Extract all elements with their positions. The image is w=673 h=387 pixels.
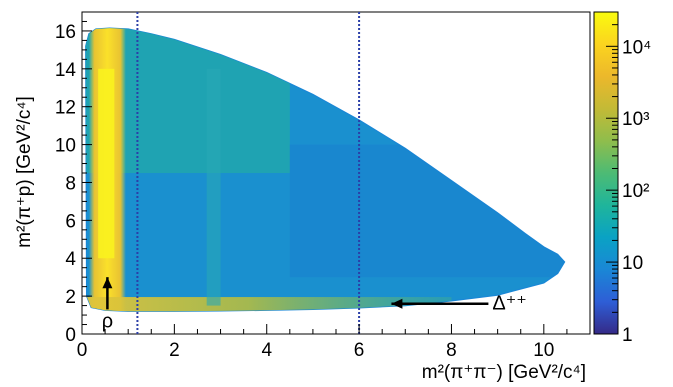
color-bar-tick-label: 10 <box>622 253 643 274</box>
y-tick-label: 6 <box>65 211 76 232</box>
y-tick-label: 10 <box>55 136 76 157</box>
x-tick-label: 8 <box>446 340 457 361</box>
y-axis: 0 2 4 6 8 10 12 14 16 <box>55 11 92 346</box>
annotation-label: Δ⁺⁺ <box>492 293 526 315</box>
annotation-arrowhead <box>102 277 113 289</box>
annotation-label: ρ <box>102 310 113 332</box>
y-tick-label: 4 <box>65 249 76 270</box>
color-bar <box>593 11 619 335</box>
x-tick-label: 10 <box>533 340 554 361</box>
x-axis: 0 2 4 6 8 10 <box>77 324 591 361</box>
y-tick-label: 16 <box>55 22 76 43</box>
x-tick-label: 4 <box>261 340 272 361</box>
y-tick-label: 0 <box>65 325 76 346</box>
color-bar-tick-label: 10³ <box>622 109 649 130</box>
y-tick-label: 14 <box>55 60 77 81</box>
y-tick-label: 12 <box>55 98 76 119</box>
annotations: ρ Δ⁺⁺ <box>102 277 527 332</box>
annotation-arrowhead <box>391 298 403 309</box>
color-bar-axis: 1 10 10² 10³ 10⁴ <box>606 11 651 346</box>
x-axis-title: m²(π⁺π⁻) [GeV²/c⁴] <box>422 362 586 383</box>
color-bar-tick-label: 1 <box>622 325 633 346</box>
heatmap-density <box>85 27 566 312</box>
color-bar-tick-label: 10⁴ <box>622 37 651 58</box>
y-axis-title: m²(π⁺p) [GeV²/c⁴] <box>14 96 35 248</box>
y-tick-label: 8 <box>65 173 76 194</box>
secondary-vertical-stripe <box>206 68 221 306</box>
rho-band-core <box>98 68 115 259</box>
x-tick-label: 2 <box>169 340 180 361</box>
x-tick-label: 6 <box>354 340 365 361</box>
x-tick-label: 0 <box>77 340 88 361</box>
y-tick-label: 2 <box>65 287 76 308</box>
color-bar-tick-label: 10² <box>622 181 649 202</box>
